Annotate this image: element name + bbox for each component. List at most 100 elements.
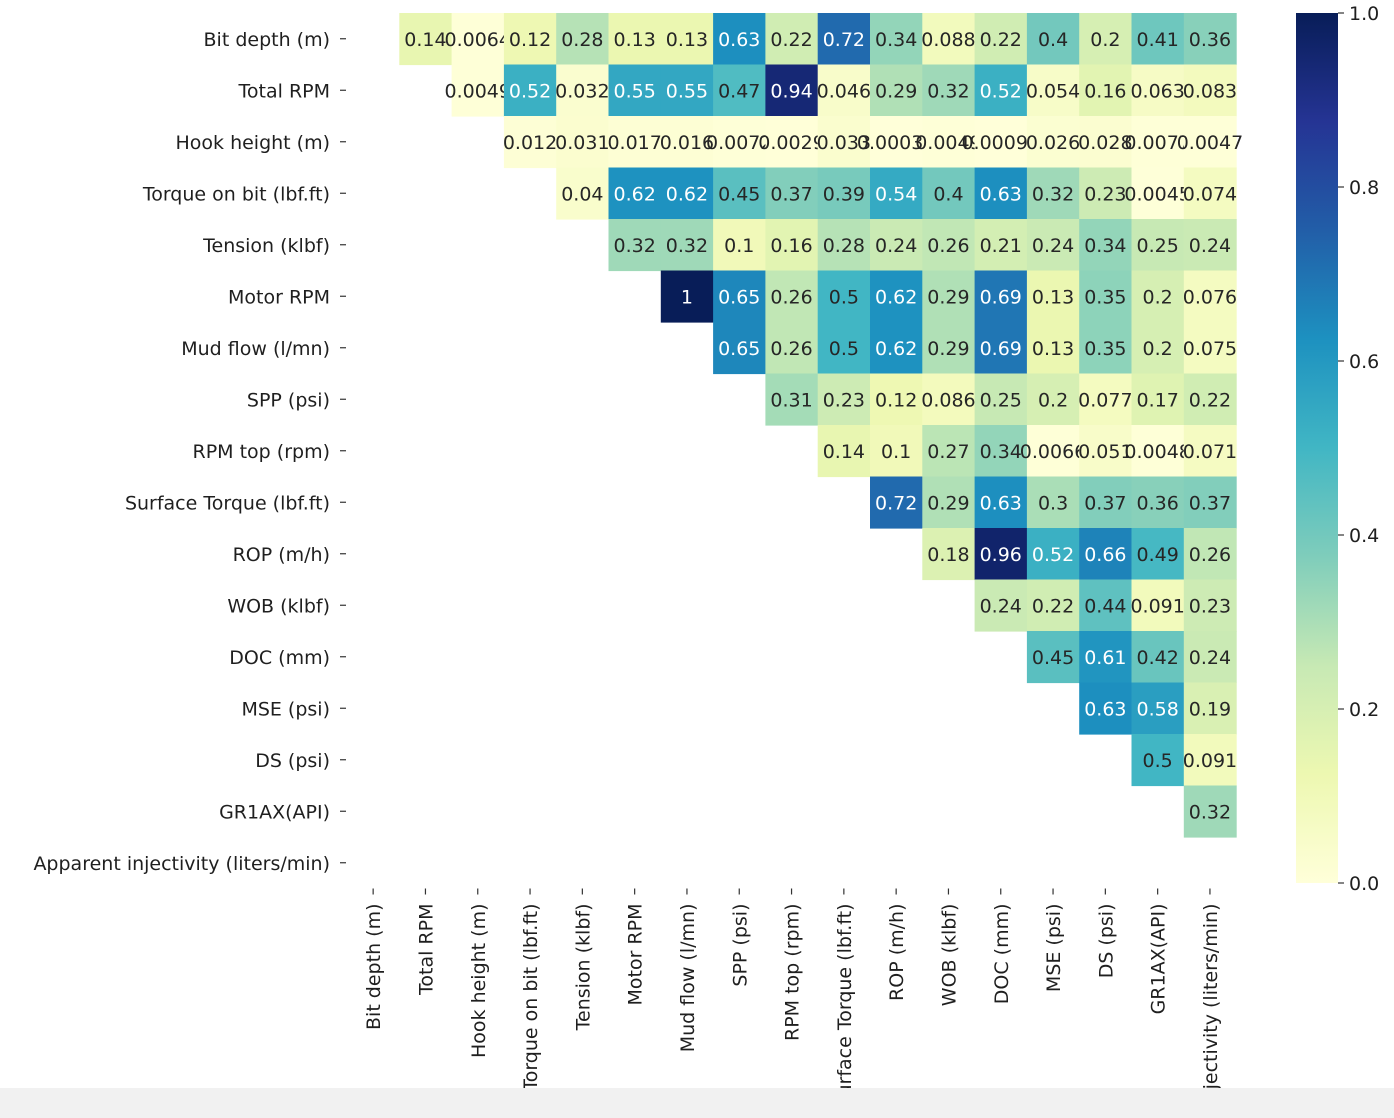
- cell-value-label: 0.63: [980, 492, 1022, 514]
- heatmap-cell: [974, 579, 1028, 632]
- x-tick-label: DS (psi): [1095, 904, 1117, 979]
- heatmap-cell: [660, 13, 714, 66]
- cell-value-label: 0.23: [823, 389, 865, 411]
- heatmap-cell: [817, 373, 871, 426]
- heatmap-cell: [1026, 631, 1080, 684]
- cell-value-label: 0.31: [770, 389, 812, 411]
- heatmap-cell: [974, 373, 1028, 426]
- colorbar-tick-label: 0.0: [1349, 873, 1379, 895]
- heatmap-cell: [608, 64, 662, 117]
- heatmap-cell: [1183, 734, 1237, 787]
- cell-value-label: 0.0049: [915, 132, 981, 154]
- heatmap-cell: [1079, 425, 1133, 478]
- cell-value-label: 0.52: [980, 80, 1022, 102]
- heatmap-cell: [922, 476, 976, 529]
- y-tick-label: WOB (klbf): [227, 595, 330, 617]
- cell-value-label: 0.2: [1143, 338, 1173, 360]
- heatmap-cell: [817, 116, 871, 169]
- cell-value-label: 0.25: [1136, 235, 1178, 257]
- cell-value-label: 0.032: [555, 80, 609, 102]
- cell-value-label: 0.3: [1038, 492, 1068, 514]
- cell-value-label: 0.00096: [961, 132, 1040, 154]
- heatmap-cell: [1131, 116, 1185, 169]
- heatmap-cell: [503, 13, 557, 66]
- heatmap-cell: [1026, 425, 1080, 478]
- cell-value-label: 0.012: [503, 132, 557, 154]
- heatmap-cell: [922, 528, 976, 581]
- cell-value-label: 0.22: [770, 29, 812, 51]
- cell-value-label: 0.23: [1189, 595, 1231, 617]
- cell-value-label: 0.62: [613, 183, 655, 205]
- window-bottom-strip: [0, 1088, 1394, 1118]
- cell-value-label: 0.16: [770, 235, 812, 257]
- heatmap-cell: [817, 64, 871, 117]
- colorbar-tick-label: 0.4: [1349, 525, 1379, 547]
- heatmap-cell: [1026, 373, 1080, 426]
- heatmap-cell: [922, 373, 976, 426]
- y-tick-label: SPP (psi): [247, 389, 330, 411]
- cell-value-label: 0.65: [718, 338, 760, 360]
- heatmap-cell: [1026, 528, 1080, 581]
- cell-value-label: 0.35: [1084, 338, 1126, 360]
- heatmap-cell: [556, 13, 610, 66]
- cell-value-label: 0.016: [660, 132, 714, 154]
- cell-value-label: 0.12: [509, 29, 551, 51]
- cell-value-label: 0.94: [770, 80, 812, 102]
- heatmap-cell: [765, 219, 819, 272]
- cell-value-label: 0.0048: [1124, 441, 1190, 463]
- heatmap-cell: [451, 64, 505, 117]
- heatmap-cell: [765, 116, 819, 169]
- heatmap-cell: [974, 64, 1028, 117]
- cell-value-label: 0.017: [607, 132, 661, 154]
- x-axis-tick-labels: Bit depth (m) Total RPM Hook height (m) Tor…: [363, 888, 1222, 1109]
- heatmap-cell: [713, 13, 766, 66]
- cell-value-label: 0.4: [933, 183, 963, 205]
- cell-value-label: 0.033: [817, 132, 871, 154]
- heatmap-cell: [1183, 785, 1237, 838]
- heatmap-cell: [1079, 373, 1133, 426]
- y-tick-label: Surface Torque (lbf.ft): [125, 492, 330, 514]
- heatmap-cell: [1183, 116, 1237, 169]
- heatmap-cell: [660, 116, 714, 169]
- cell-value-label: 0.34: [980, 441, 1022, 463]
- heatmap-cell: [1026, 13, 1080, 66]
- heatmap-cell: [1131, 476, 1185, 529]
- heatmap-cell: [1079, 579, 1133, 632]
- heatmap-cell: [817, 219, 871, 272]
- cell-value-label: 0.96: [980, 544, 1022, 566]
- cell-value-label: 0.00037: [857, 132, 936, 154]
- heatmap-cell: [1183, 167, 1237, 220]
- cell-value-label: 0.091: [1183, 750, 1237, 772]
- heatmap-cell: [1131, 579, 1185, 632]
- y-tick-label: GR1AX(API): [219, 801, 330, 823]
- cell-value-label: 0.26: [1189, 544, 1231, 566]
- heatmap-cell: [1079, 270, 1133, 323]
- heatmap-cell: [713, 64, 766, 117]
- cell-value-label: 0.28: [823, 235, 865, 257]
- cell-value-label: 0.39: [823, 183, 865, 205]
- cell-value-label: 0.5: [1143, 750, 1173, 772]
- x-tick-label: injectivity (liters/min): [1200, 904, 1222, 1107]
- cell-value-label: 0.55: [666, 80, 708, 102]
- cell-value-label: 0.72: [823, 29, 865, 51]
- cell-value-label: 0.32: [1189, 801, 1231, 823]
- cell-value-label: 0.2: [1038, 389, 1068, 411]
- heatmap-cell: [1131, 734, 1185, 787]
- cell-value-label: 0.29: [875, 80, 917, 102]
- cell-value-label: 0.083: [1183, 80, 1237, 102]
- heatmap-cell: [713, 116, 766, 169]
- cell-value-label: 0.13: [666, 29, 708, 51]
- heatmap-cell: [1079, 322, 1133, 375]
- cell-value-label: 0.071: [1183, 441, 1237, 463]
- cell-value-label: 0.32: [613, 235, 655, 257]
- cell-value-label: 0.22: [1189, 389, 1231, 411]
- heatmap-cell: [765, 270, 819, 323]
- heatmap-cell: [974, 13, 1028, 66]
- cell-value-label: 0.026: [1026, 132, 1080, 154]
- heatmap-cell: [870, 322, 923, 375]
- cell-value-label: 0.35: [1084, 286, 1126, 308]
- cell-value-label: 0.62: [666, 183, 708, 205]
- cell-value-label: 0.16: [1084, 80, 1126, 102]
- heatmap-cell: [608, 116, 662, 169]
- heatmap-cell: [922, 64, 976, 117]
